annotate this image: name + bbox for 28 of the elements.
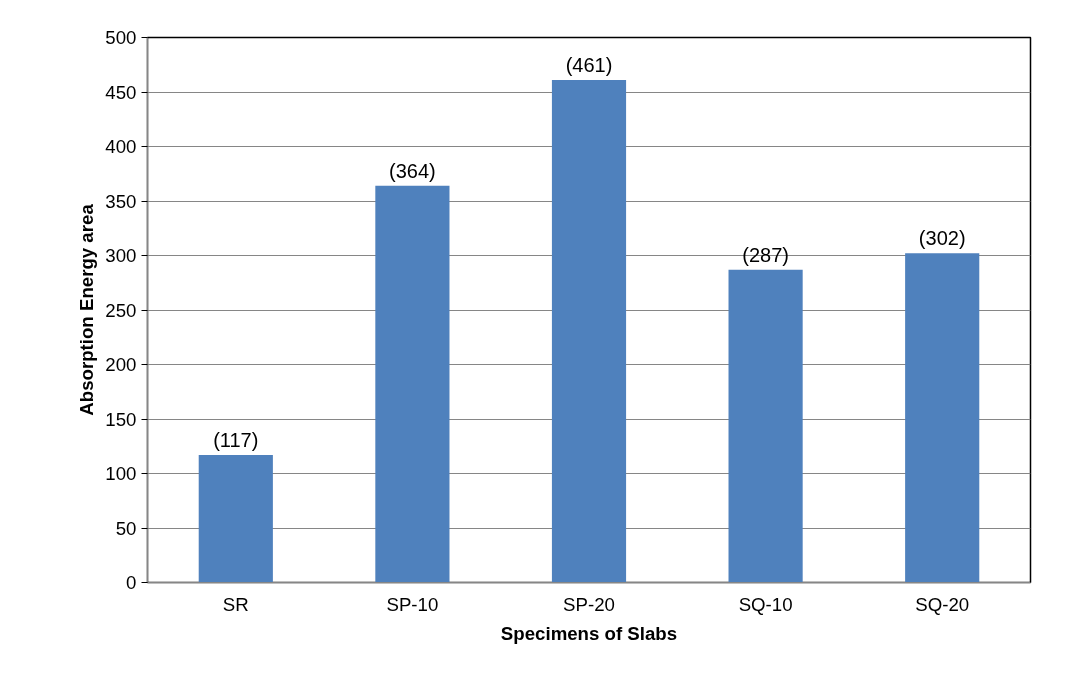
data-label: (461): [565, 54, 613, 77]
data-label: (117): [213, 428, 259, 451]
x-tick-label: SQ-10: [738, 593, 793, 615]
bar: [905, 253, 980, 583]
y-tick-label: 200: [105, 354, 137, 375]
data-label: (364): [389, 159, 436, 182]
y-tick-label: 250: [105, 299, 137, 321]
data-label: (287): [742, 243, 789, 266]
x-tick-label: SP-10: [386, 593, 439, 615]
x-tick-label: SP-20: [563, 593, 615, 615]
x-tick-label: SQ-20: [915, 593, 970, 615]
bar: [198, 454, 273, 583]
bar: [375, 185, 450, 583]
y-tick-label: 350: [105, 190, 137, 212]
bar: [728, 269, 803, 583]
y-tick-label: 150: [105, 408, 137, 430]
y-tick-label: 50: [115, 517, 137, 539]
y-tick-label: 450: [105, 81, 137, 103]
y-tick-label: 0: [126, 572, 137, 593]
x-axis-title: Specimens of Slabs: [500, 622, 678, 644]
bar: [551, 80, 627, 583]
y-tick-label: 100: [105, 463, 137, 484]
y-tick-label: 500: [105, 27, 137, 48]
y-tick-label: 400: [105, 136, 137, 157]
x-tick-label: SR: [222, 593, 249, 615]
data-label: (302): [918, 227, 966, 250]
y-tick-label: 300: [105, 245, 137, 266]
y-axis-title: Absorption Energy area: [76, 203, 98, 416]
